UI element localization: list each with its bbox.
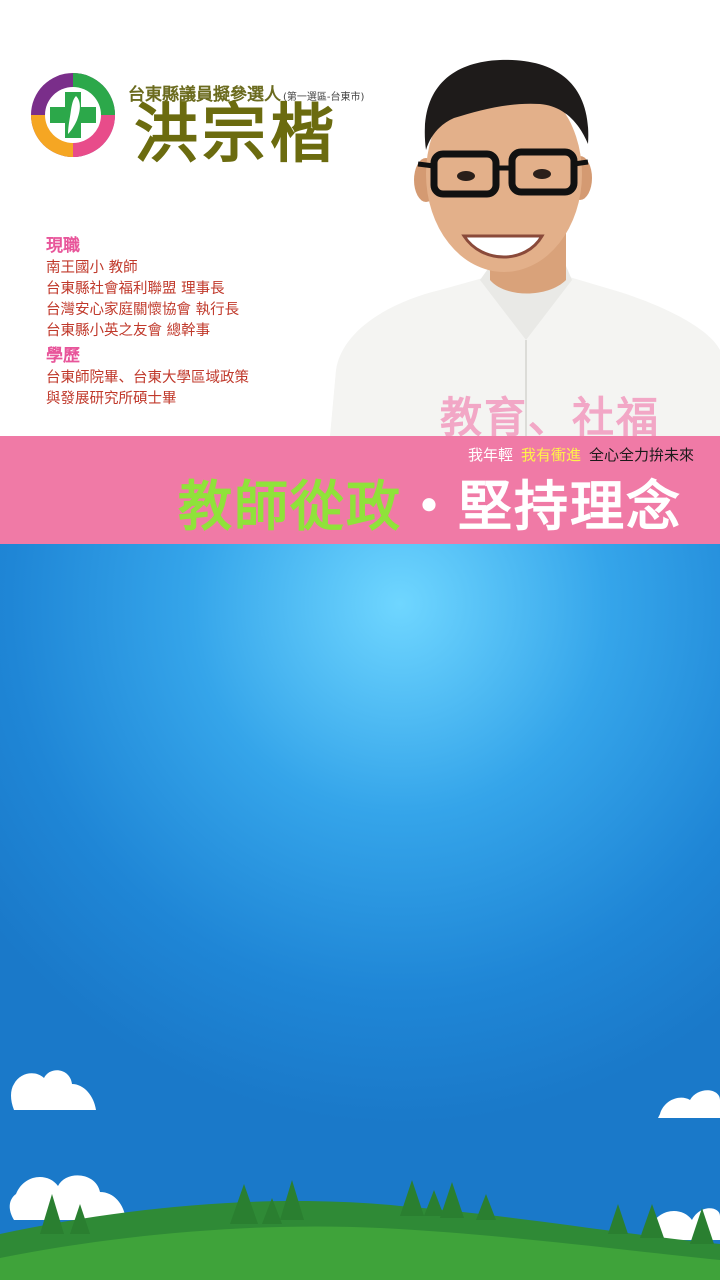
subtitle-text: 台東縣議員擬參選人 [128,85,281,105]
education-item: 與發展研究所碩士畢 [46,391,177,407]
candidate-subtitle: 台東縣議員擬參選人 (第一選區-台東市) [128,80,364,105]
party-logo [31,73,115,157]
sky-background [0,544,720,1280]
headline-white: ・堅持理念 [402,475,682,538]
tagline-part-3: 全心全力拚未來 [588,446,694,464]
current-position-item: 台東縣社會福利聯盟 理事長 [46,281,225,297]
current-position-item: 台灣安心家庭關懷協會 執行長 [46,302,240,318]
cloud-icon [658,1090,720,1118]
education-item: 台東師院畢、台東大學區域政策 [46,370,249,386]
tagline: 我年輕 我有衝進 全心全力拚未來 [468,444,694,465]
headline: 教師從政・堅持理念 [178,462,682,541]
tagline-part-2: 我有衝進 [520,446,581,464]
header-section: 台東縣議員擬參選人 (第一選區-台東市) 洪宗楷 現職 南王國小 教師 台東縣社會… [0,0,720,436]
slogan-overlay: 教育、社福 [440,393,661,436]
headline-green: 教師從政 [178,475,402,538]
cloud-icon [9,1175,127,1220]
district-text: (第一選區-台東市) [283,92,365,103]
candidate-name: 洪宗楷 [134,98,338,172]
bio-section: 現職 南王國小 教師 台東縣社會福利聯盟 理事長 台灣安心家庭關懷協會 執行長 … [46,234,346,410]
tagline-part-1: 我年輕 [467,446,513,464]
cloud-icon [11,1070,96,1110]
current-position-item: 南王國小 教師 [46,260,138,276]
slogan-band: 我年輕 我有衝進 全心全力拚未來 教師從政・堅持理念 [0,436,720,544]
education-heading: 學歷 [46,346,80,366]
landscape-illustration [0,1070,720,1280]
tree-icon [40,1180,714,1244]
current-position-heading: 現職 [46,236,80,256]
candidate-portrait [330,59,720,436]
current-position-item: 台東縣小英之友會 總幹事 [46,323,211,339]
